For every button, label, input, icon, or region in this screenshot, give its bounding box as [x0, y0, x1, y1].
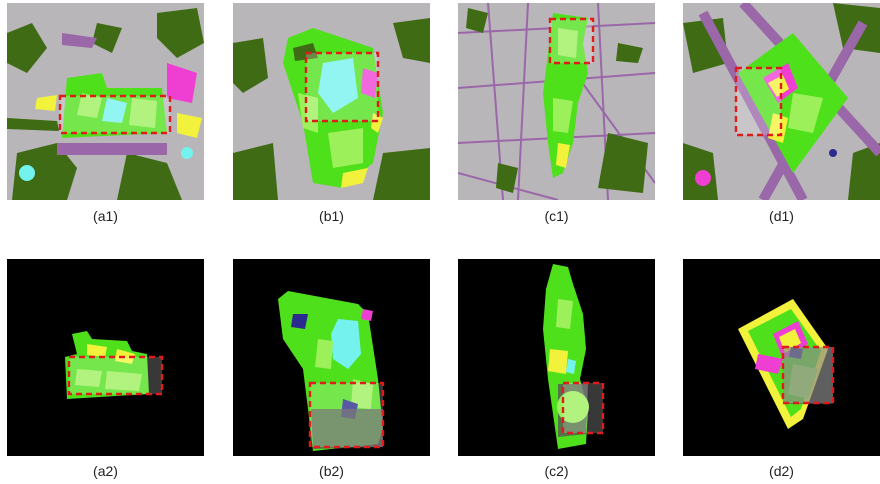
land-cover-map-d1: [683, 3, 880, 200]
caption-c2: (c2): [544, 463, 569, 479]
masked-map-b2: [233, 259, 430, 456]
panel-a1: [7, 3, 204, 200]
caption-a1: (a1): [93, 208, 118, 224]
caption-c1: (c1): [544, 208, 569, 224]
land-cover-map-c1: [458, 3, 655, 200]
caption-b1: (b1): [319, 208, 344, 224]
caption-d2: (d2): [769, 463, 794, 479]
panel-b1: [233, 3, 430, 200]
caption-b2: (b2): [319, 463, 344, 479]
caption-d1: (d1): [769, 208, 794, 224]
land-cover-map-a1: [7, 3, 204, 200]
panel-d1: [683, 3, 880, 200]
panel-d2: [683, 259, 880, 456]
panel-a2: [7, 259, 204, 456]
masked-map-d2: [683, 259, 880, 456]
panel-b2: [233, 259, 430, 456]
panel-c1: [458, 3, 655, 200]
land-cover-map-b1: [233, 3, 430, 200]
caption-a2: (a2): [93, 463, 118, 479]
panel-c2: [458, 259, 655, 456]
masked-map-c2: [458, 259, 655, 456]
masked-map-a2: [7, 259, 204, 456]
